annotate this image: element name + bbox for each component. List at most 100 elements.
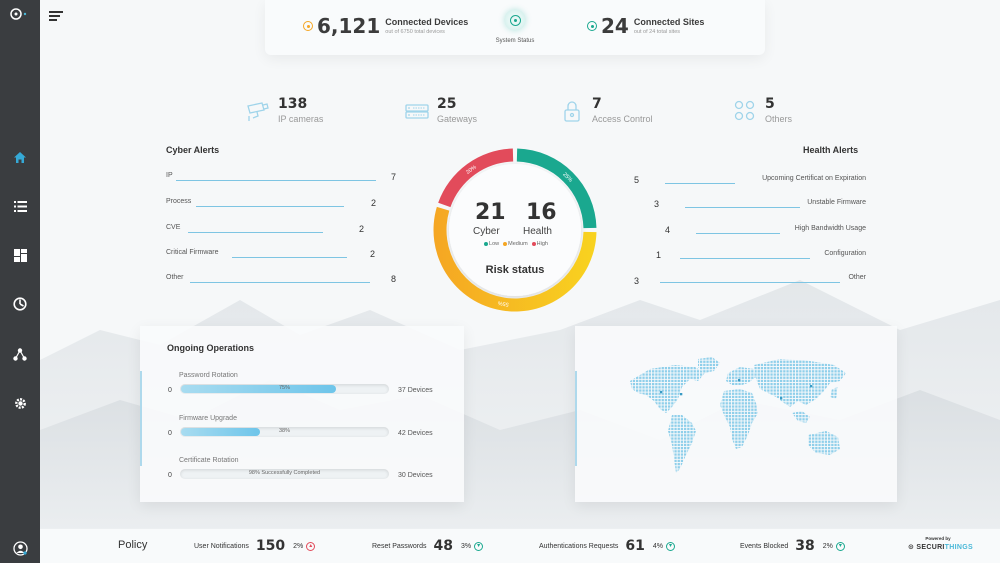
device-count-others[interactable]: 5 Others bbox=[733, 96, 792, 124]
stat-events-blocked[interactable]: Events Blocked 38 2% ▾ bbox=[740, 538, 845, 554]
operation-name: Certificate Rotation bbox=[179, 457, 239, 464]
health-alert-row[interactable]: 4 High Bandwidth Usage bbox=[630, 225, 866, 237]
operation-devices: 37 Devices bbox=[398, 387, 433, 394]
cyber-alert-value: 2 bbox=[371, 198, 377, 208]
device-count-cameras[interactable]: 138 IP cameras bbox=[246, 96, 323, 124]
device-count-access-control[interactable]: 7 Access Control bbox=[560, 96, 653, 124]
cyber-risk-label: Cyber bbox=[473, 226, 500, 237]
operation-progress-text: 38% bbox=[278, 428, 290, 434]
donut-segment-label: 55% bbox=[497, 299, 509, 307]
health-alert-row[interactable]: 3 Other bbox=[630, 274, 866, 286]
device-count: 138 bbox=[278, 96, 308, 112]
operation-start: 0 bbox=[168, 472, 172, 479]
stat-label: Events Blocked bbox=[740, 542, 789, 550]
user-icon[interactable] bbox=[8, 537, 32, 559]
health-alert-label: High Bandwidth Usage bbox=[794, 225, 866, 232]
list-icon[interactable] bbox=[8, 195, 32, 217]
health-risk-label: Health bbox=[523, 226, 552, 237]
trend-down-icon: ▾ bbox=[474, 541, 484, 551]
map-location-marker[interactable] bbox=[680, 393, 683, 396]
health-alert-label: Configuration bbox=[824, 250, 866, 257]
risk-status-donut[interactable]: 25% 55% 20% 21 Cyber 16 Health Low Medium … bbox=[431, 146, 599, 314]
cyber-alert-label: Process bbox=[166, 198, 192, 205]
cyber-alert-row[interactable]: IP 7 bbox=[166, 172, 406, 184]
operation-start: 0 bbox=[168, 430, 172, 437]
connected-devices-count: 6,121 bbox=[317, 14, 381, 38]
cyber-alert-value: 8 bbox=[391, 274, 397, 284]
connected-sites-count: 24 bbox=[601, 14, 629, 38]
operation-start: 0 bbox=[168, 387, 172, 394]
legend-high-label: High bbox=[536, 241, 548, 247]
stat-percent: 2% bbox=[293, 542, 304, 550]
health-alert-value: 4 bbox=[665, 225, 671, 235]
cyber-alert-line bbox=[190, 282, 370, 283]
bottom-stats-bar: Policy User Notifications 150 2% ▴ Reset… bbox=[40, 528, 1000, 563]
stat-authentications-requests[interactable]: Authentications Requests 61 4% ▾ bbox=[539, 538, 675, 554]
device-count-gateways[interactable]: 25 Gateways bbox=[405, 96, 477, 124]
operation-row[interactable]: Firmware Upgrade 0 38% 42 Devices bbox=[168, 415, 448, 445]
connected-devices-title: Connected Devices bbox=[385, 17, 469, 27]
connected-devices: 6,121 Connected Devices out of 6750 tota… bbox=[303, 14, 468, 38]
logo-icon[interactable] bbox=[9, 7, 31, 21]
map-location-marker[interactable] bbox=[660, 391, 663, 394]
cyber-alert-row[interactable]: Other 8 bbox=[166, 274, 406, 286]
operation-progress-fill bbox=[181, 385, 337, 393]
connected-sites-sub: out of 24 total sites bbox=[633, 29, 681, 35]
map-location-marker[interactable] bbox=[810, 385, 813, 388]
stat-value: 150 bbox=[255, 538, 286, 554]
health-alert-line bbox=[685, 207, 800, 208]
health-alert-row[interactable]: 1 Configuration bbox=[630, 250, 866, 262]
stat-reset-passwords[interactable]: Reset Passwords 48 3% ▾ bbox=[372, 538, 484, 554]
home-icon[interactable] bbox=[8, 146, 32, 168]
ongoing-operations-card: Ongoing Operations Password Rotation 0 7… bbox=[140, 326, 464, 502]
health-alert-row[interactable]: 3 Unstable Firmware bbox=[630, 199, 866, 211]
device-count: 25 bbox=[437, 96, 457, 112]
donut-segment-label: 20% bbox=[465, 164, 478, 175]
operation-row[interactable]: Password Rotation 0 75% 37 Devices bbox=[168, 372, 448, 402]
menu-toggle-icon[interactable] bbox=[49, 11, 63, 21]
stat-user-notifications[interactable]: User Notifications 150 2% ▴ bbox=[194, 538, 316, 554]
connected-sites-title: Connected Sites bbox=[633, 17, 705, 27]
device-label: Others bbox=[765, 114, 793, 124]
network-icon[interactable] bbox=[8, 343, 32, 365]
health-alerts-title: Health Alerts bbox=[803, 145, 859, 155]
trend-down-icon: ▾ bbox=[835, 541, 845, 551]
powered-by-label: Powered by bbox=[925, 536, 951, 541]
card-accent bbox=[575, 371, 577, 466]
operation-progress-text: 75% bbox=[278, 385, 290, 391]
operation-row[interactable]: Certificate Rotation 0 98% Successfully … bbox=[168, 457, 448, 487]
health-alert-label: Unstable Firmware bbox=[807, 199, 866, 206]
operation-progress-bar: 75% bbox=[180, 384, 389, 394]
system-status[interactable]: System Status bbox=[490, 9, 540, 44]
summary-card: 6,121 Connected Devices out of 6750 tota… bbox=[265, 0, 765, 55]
donut-segment[interactable] bbox=[516, 148, 597, 229]
cyber-alert-label: Other bbox=[166, 274, 184, 281]
legend-medium-label: Medium bbox=[508, 241, 528, 247]
map-location-marker[interactable] bbox=[738, 379, 741, 382]
cyber-alert-line bbox=[196, 206, 344, 207]
cyber-alert-value: 2 bbox=[359, 224, 365, 234]
policy-label[interactable]: Policy bbox=[118, 539, 148, 551]
world-map[interactable] bbox=[620, 351, 860, 491]
cyber-alert-line bbox=[176, 180, 376, 181]
health-alert-row[interactable]: 5 Upcoming Certificat on Expiration bbox=[630, 175, 866, 187]
cyber-alert-row[interactable]: Critical Firmware 2 bbox=[166, 249, 406, 261]
settings-icon[interactable] bbox=[8, 392, 32, 414]
device-count: 7 bbox=[592, 96, 602, 112]
stat-value: 38 bbox=[795, 538, 815, 554]
legend-high: High bbox=[531, 241, 548, 247]
map-location-marker[interactable] bbox=[780, 397, 783, 400]
donut-segment[interactable] bbox=[438, 148, 514, 208]
connected-devices-sub: out of 6750 total devices bbox=[385, 29, 445, 35]
device-label: Gateways bbox=[437, 114, 478, 124]
device-label: IP cameras bbox=[278, 114, 324, 124]
analytics-icon[interactable] bbox=[8, 293, 32, 315]
dashboard-icon[interactable] bbox=[8, 244, 32, 266]
system-status-icon bbox=[504, 9, 526, 31]
card-accent bbox=[140, 371, 142, 466]
cyber-alert-row[interactable]: CVE 2 bbox=[166, 224, 406, 236]
risk-legend: Low Medium High bbox=[471, 241, 561, 247]
cyber-alert-row[interactable]: Process 2 bbox=[166, 198, 406, 210]
camera-icon bbox=[247, 102, 269, 121]
donut-segment[interactable] bbox=[433, 206, 597, 312]
